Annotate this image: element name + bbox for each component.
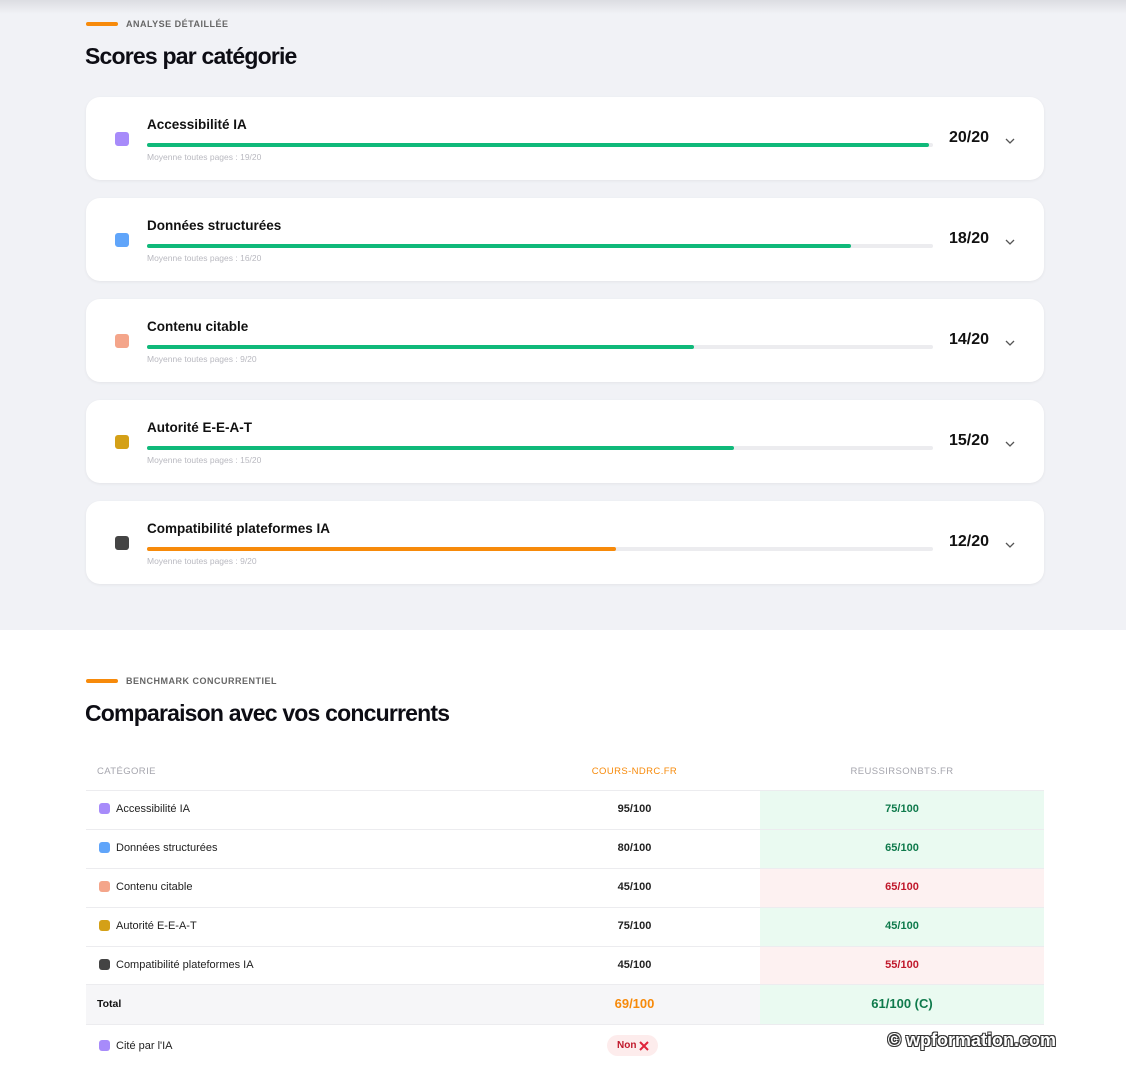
expand-chevron[interactable] — [1005, 335, 1015, 346]
rival-cell-bg — [760, 907, 1044, 946]
shade — [0, 0, 1126, 14]
category-icon — [115, 233, 129, 247]
row-divider — [86, 946, 1044, 947]
row-icon — [99, 920, 110, 931]
row-divider — [86, 829, 1044, 830]
score: 18/20 — [948, 230, 989, 247]
row-divider — [86, 907, 1044, 908]
score-card: Accessibilité IA Moyenne toutes pages : 1… — [86, 97, 1044, 180]
row-icon — [99, 881, 110, 892]
category-icon — [115, 334, 129, 348]
category-name: Compatibilité plateformes IA — [147, 521, 331, 536]
row-divider — [86, 984, 1044, 985]
progress-bar — [147, 446, 734, 450]
own-score: 45/100 — [617, 881, 652, 893]
row-divider — [86, 868, 1044, 869]
average: Moyenne toutes pages : 19/20 — [147, 152, 262, 162]
progress-bar — [147, 345, 695, 349]
column-header: CATÉGORIE — [97, 766, 156, 777]
section-title: Scores par catégorie — [85, 43, 297, 69]
rival-score: 55/100 — [885, 959, 919, 971]
progress-track — [147, 446, 933, 450]
expand-chevron[interactable] — [1005, 537, 1015, 548]
score-card: Compatibilité plateformes IA Moyenne tout… — [86, 501, 1044, 584]
score: 20/20 — [948, 129, 989, 146]
category-name: Autorité E-E-A-T — [147, 420, 252, 435]
category-icon — [115, 132, 129, 146]
total-row-bg — [86, 984, 760, 1025]
category-name: Contenu citable — [147, 319, 249, 334]
total-label: Total — [97, 998, 122, 1010]
own-score: 80/100 — [617, 842, 652, 854]
total-own: 69/100 — [614, 996, 655, 1011]
rival-cell-bg — [760, 790, 1044, 829]
rival-cell-bg — [760, 946, 1044, 985]
average: Moyenne toutes pages : 16/20 — [147, 253, 262, 263]
progress-track — [147, 345, 933, 349]
score-card: Autorité E-E-A-T Moyenne toutes pages : 1… — [86, 400, 1044, 483]
row-label: Accessibilité IA — [116, 803, 190, 815]
progress-track — [147, 547, 933, 551]
progress-track — [147, 244, 933, 248]
progress-bar — [147, 547, 617, 551]
expand-chevron[interactable] — [1005, 133, 1015, 144]
rival-score: 45/100 — [885, 920, 919, 932]
row-label: Compatibilité plateformes IA — [116, 959, 254, 971]
column-header: COURS-NDRC.FR — [591, 766, 678, 777]
average: Moyenne toutes pages : 9/20 — [147, 354, 257, 364]
rival-cell-bg — [760, 829, 1044, 868]
category-icon — [115, 435, 129, 449]
row-icon — [99, 1040, 110, 1051]
row-divider — [86, 790, 1044, 791]
category-name: Accessibilité IA — [147, 117, 247, 132]
average: Moyenne toutes pages : 9/20 — [147, 556, 257, 566]
cited-label: Cité par l'IA — [116, 1040, 173, 1052]
section-title: Comparaison avec vos concurrents — [85, 700, 450, 726]
category-name: Données structurées — [147, 218, 282, 233]
rival-score: 65/100 — [885, 881, 919, 893]
expand-chevron[interactable] — [1005, 234, 1015, 245]
score-card: Contenu citable Moyenne toutes pages : 9/… — [86, 299, 1044, 382]
eyebrow: ANALYSE DÉTAILLÉE — [126, 19, 229, 29]
average: Moyenne toutes pages : 15/20 — [147, 455, 262, 465]
score: 15/20 — [948, 432, 989, 449]
total-rival: 61/100 (C) — [871, 996, 933, 1011]
row-label: Contenu citable — [116, 881, 193, 893]
cross-icon — [639, 1041, 650, 1051]
rival-score: 75/100 — [885, 803, 919, 815]
expand-chevron[interactable] — [1005, 436, 1015, 447]
row-icon — [99, 803, 110, 814]
category-icon — [115, 536, 129, 550]
own-score: 75/100 — [617, 920, 652, 932]
own-score: 45/100 — [617, 959, 652, 971]
row-label: Données structurées — [116, 842, 218, 854]
row-label: Autorité E-E-A-T — [116, 920, 197, 932]
rival-cell-bg — [760, 868, 1044, 907]
progress-track — [147, 143, 933, 147]
total-rival-bg — [760, 984, 1044, 1025]
eyebrow: BENCHMARK CONCURRENTIEL — [126, 676, 277, 686]
row-icon — [99, 959, 110, 970]
own-score: 95/100 — [617, 803, 652, 815]
cited-badge: Non — [607, 1035, 659, 1056]
rival-score: 65/100 — [885, 842, 919, 854]
score-card: Données structurées Moyenne toutes pages … — [86, 198, 1044, 281]
eyebrow-bar — [86, 679, 118, 683]
watermark: © wpformation.com — [887, 1030, 1056, 1050]
eyebrow-bar — [86, 22, 118, 26]
progress-bar — [147, 244, 851, 248]
score: 14/20 — [948, 331, 989, 348]
score: 12/20 — [948, 533, 989, 550]
row-icon — [99, 842, 110, 853]
column-header: REUSSIRSONBTS.FR — [850, 766, 954, 777]
row-divider — [86, 1024, 1044, 1025]
progress-bar — [147, 143, 929, 147]
